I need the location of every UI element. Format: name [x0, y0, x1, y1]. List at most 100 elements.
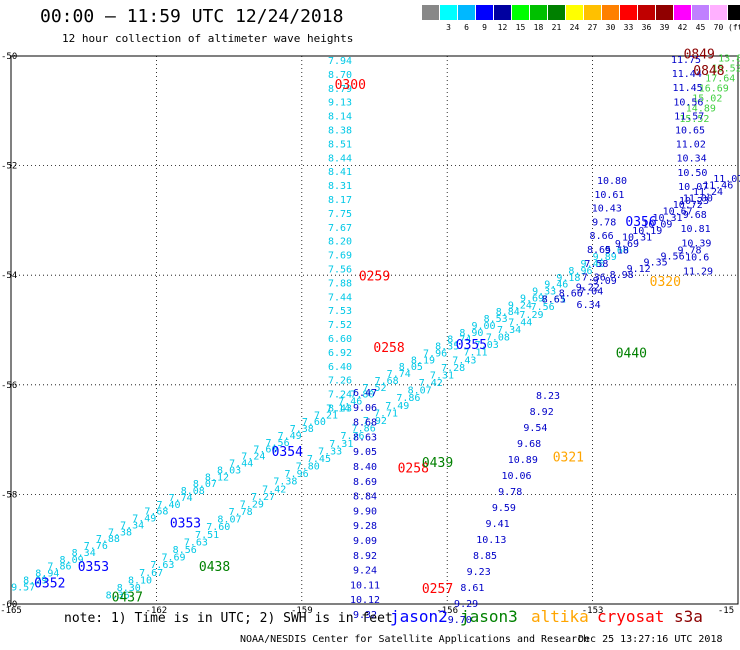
- wave-height-value: 8.63: [353, 432, 377, 443]
- map-frame: [10, 55, 739, 605]
- pass-time-label: 0258: [398, 461, 429, 476]
- legend-label: 45: [695, 23, 706, 32]
- wave-height-value: 8.56: [173, 545, 197, 556]
- wave-height-value: 8.31: [328, 181, 352, 192]
- wave-height-value: 8.66: [559, 288, 583, 299]
- x-tick-label: -156: [436, 606, 458, 616]
- pass-time-label: 0321: [553, 451, 584, 466]
- wave-height-value: 8.07: [408, 386, 432, 397]
- wave-height-value: 6.47: [353, 388, 377, 399]
- pass-time-label: 0353: [170, 516, 201, 531]
- wave-height-value: 7.80: [296, 462, 320, 473]
- pass-time-label: 0259: [359, 270, 390, 285]
- pass-time-label: 0437: [112, 590, 143, 605]
- wave-height-value: 9.24: [353, 566, 377, 577]
- wave-height-value: 8.36: [106, 591, 130, 602]
- wave-height-value: 8.84: [496, 307, 520, 318]
- altimeter-tracks: 9.578.298.947.868.098.347.767.887.387.34…: [11, 53, 740, 626]
- wave-height-value: 7.36: [582, 273, 606, 284]
- legend-swatch: [458, 5, 475, 20]
- wave-height-value: 7.60: [206, 522, 230, 533]
- wave-height-value: 7.34: [120, 520, 144, 531]
- wave-height-value: 9.00: [472, 321, 496, 332]
- wave-height-value: 9.13: [328, 98, 352, 109]
- wave-height-value: 9.09: [353, 536, 377, 547]
- pass-time-label: 0300: [335, 78, 366, 93]
- wave-height-value: 11.00: [683, 193, 713, 204]
- wave-height-value: 8.43: [328, 404, 352, 415]
- wave-height-value: 7.63: [150, 560, 174, 571]
- pass-time-label: 0438: [199, 560, 230, 575]
- wave-height-value: 11.46: [703, 181, 733, 192]
- wave-height-value: 7.86: [352, 424, 376, 435]
- wave-height-value: 7.68: [144, 507, 168, 518]
- pass-time-label: 0355: [456, 338, 487, 353]
- wave-height-value: 7.78: [229, 507, 253, 518]
- legend-label: (ft): [728, 23, 740, 32]
- wave-height-value: 7.31: [430, 370, 454, 381]
- satellite-name: altika: [531, 607, 589, 626]
- credit-text: NOAA/NESDIS Center for Satellite Applica…: [240, 634, 590, 645]
- wave-height-value: 8.61: [460, 583, 484, 594]
- wave-height-value: 7.86: [396, 393, 420, 404]
- wave-height-value: 7.60: [302, 417, 326, 428]
- wave-height-value: 6.60: [328, 334, 352, 345]
- map-title: 00:00 – 11:59 UTC 12/24/2018: [40, 6, 344, 27]
- wave-height-value: 11.44: [672, 69, 702, 80]
- legend-label: 21: [551, 23, 562, 32]
- wave-height-value: 7.56: [328, 265, 352, 276]
- wave-height-value: 7.63: [184, 537, 208, 548]
- wave-height-value: 8.03: [217, 465, 241, 476]
- pass-time-label: 0356: [625, 215, 656, 230]
- wave-height-value: 9.78: [498, 487, 522, 498]
- x-tick-label: -162: [146, 606, 168, 616]
- legend-label: 15: [515, 23, 526, 32]
- wave-height-value: 7.52: [328, 320, 352, 331]
- x-tick-label: -165: [0, 606, 22, 616]
- wave-height-value: 11.07: [713, 174, 740, 185]
- wave-height-value: 9.18: [605, 245, 629, 256]
- wave-height-value: 7.04: [579, 286, 603, 297]
- legend-swatch: [494, 5, 511, 20]
- wave-height-value: 15.52: [679, 114, 709, 125]
- wave-height-value: 7.44: [508, 317, 532, 328]
- wave-height-value: 9.23: [467, 567, 491, 578]
- pass-time-label: 0320: [650, 275, 681, 290]
- wave-height-value: 10.11: [350, 580, 380, 591]
- wave-height-value: 8.19: [411, 355, 435, 366]
- wave-height-value: 8.65: [587, 245, 611, 256]
- wave-height-value: 9.59: [492, 503, 516, 514]
- legend-swatch: [674, 5, 691, 20]
- wave-height-value: 7.61: [542, 295, 566, 306]
- wave-height-value: 8.29: [23, 575, 47, 586]
- wave-height-value: 10.56: [673, 97, 703, 108]
- wave-height-value: 10.09: [642, 219, 672, 230]
- wave-height-value: 9.46: [581, 259, 605, 270]
- map-subtitle: 12 hour collection of altimeter wave hei…: [62, 32, 354, 45]
- wave-height-value: 7.96: [423, 348, 447, 359]
- wave-height-value: 7.58: [584, 259, 608, 270]
- wave-height-value: 10.19: [632, 226, 662, 237]
- wave-height-value: 9.78: [592, 217, 616, 228]
- wave-height-value: 10.13: [476, 535, 506, 546]
- wave-height-value: 7.49: [132, 514, 156, 525]
- wave-height-value: 11.57: [674, 111, 704, 122]
- wave-height-value: 9.24: [508, 300, 532, 311]
- wave-height-value: 6.34: [577, 300, 601, 311]
- wave-height-value: 7.42: [262, 484, 286, 495]
- wave-height-value: 8.34: [72, 548, 96, 559]
- pass-time-label: 0257: [422, 582, 453, 597]
- wave-height-value: 9.28: [353, 521, 377, 532]
- wave-height-value: 6.40: [328, 362, 352, 373]
- wave-height-value: 8.09: [60, 555, 84, 566]
- wave-height-value: 9.70: [448, 615, 472, 626]
- pass-time-label: 0258: [373, 341, 404, 356]
- wave-height-value: 8.40: [353, 462, 377, 473]
- wave-height-value: 8.12: [205, 472, 229, 483]
- pass-time-label: 0439: [422, 456, 453, 471]
- wave-height-value: 7.28: [441, 363, 465, 374]
- wave-height-value: 8.20: [328, 237, 352, 248]
- wave-height-value: 8.74: [447, 335, 471, 346]
- wave-height-value: 7.38: [108, 527, 132, 538]
